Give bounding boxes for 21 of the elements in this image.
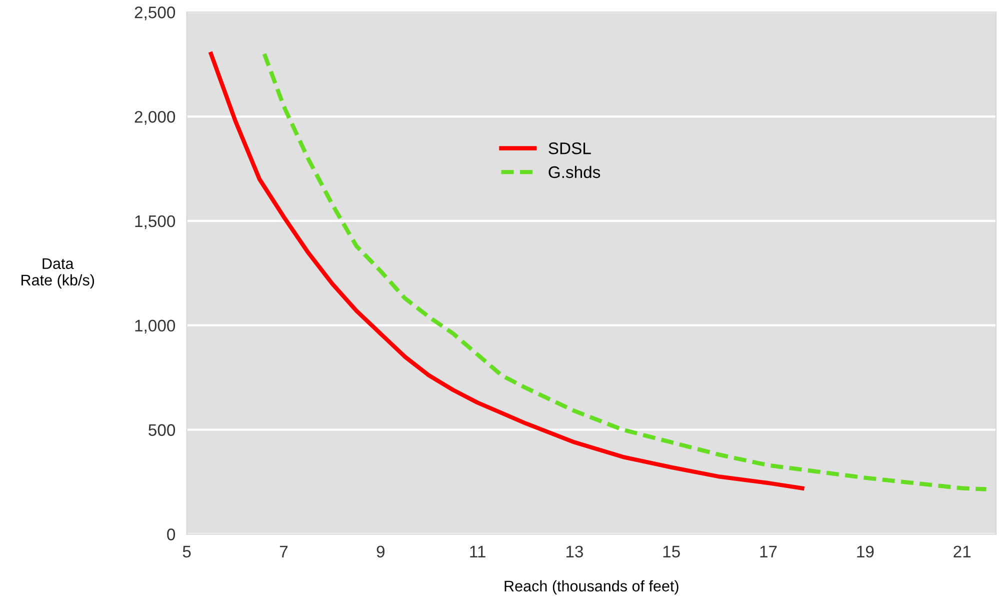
x-tick-label: 11 (470, 546, 486, 558)
legend-label: SDSL (548, 142, 591, 154)
line-series (208, 52, 804, 490)
x-axis-title: Reach (thousands of feet) (504, 580, 678, 594)
y-tick-label: 2,500 (134, 6, 176, 20)
x-tick-label: 5 (182, 546, 191, 558)
x-tick-label: 21 (954, 546, 971, 558)
x-tick-label: 7 (280, 546, 288, 558)
x-tick-label: 13 (566, 546, 583, 558)
line-series (262, 52, 988, 492)
y-tick-label: 1,500 (135, 215, 176, 230)
x-tick-label: 17 (760, 546, 777, 558)
x-tick-label: 15 (663, 546, 680, 558)
y-tick-label: 500 (148, 424, 176, 436)
x-tick-label: 19 (857, 546, 874, 558)
legend-label: G.shds (548, 166, 600, 178)
y-tick-label: 1,000 (135, 320, 176, 334)
y-tick-label: 2,000 (134, 110, 176, 125)
y-tick-label: 0 (167, 528, 176, 540)
x-tick-label: 9 (376, 546, 384, 558)
y-axis-title: Data Rate (kb/s) (22, 258, 94, 288)
